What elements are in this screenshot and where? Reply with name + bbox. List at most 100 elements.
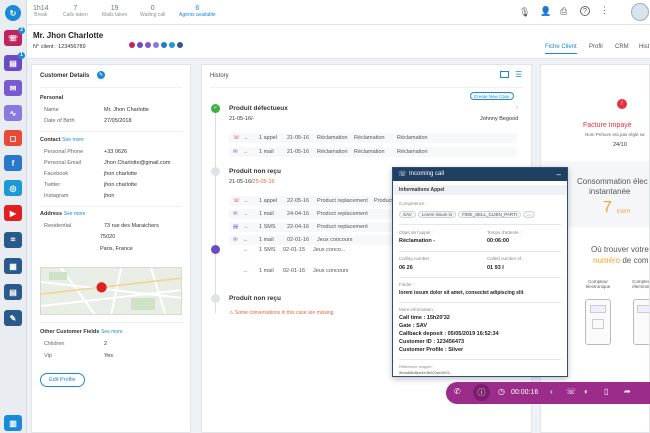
email-label: Personal Email <box>44 160 81 166</box>
info-icon[interactable]: ⓘ <box>473 384 490 401</box>
tab-fiche-client[interactable]: Fiche Client <box>545 44 577 54</box>
avatar[interactable] <box>631 3 649 21</box>
folder-icon[interactable] <box>500 71 509 78</box>
history-row[interactable]: ✉ ← 1 mail 02-01-16 Jeux concours <box>229 235 401 245</box>
mail-icon[interactable]: ✉ <box>4 80 22 96</box>
phone-call-icon: ☏ <box>233 135 240 141</box>
chip-more[interactable]: ... <box>523 211 535 218</box>
user-icon[interactable]: 👤 <box>540 6 552 16</box>
edit-pencil-icon[interactable]: ✎ <box>97 71 105 79</box>
case3-title[interactable]: Produit non reçu <box>229 295 281 302</box>
children-label: Children <box>44 341 65 347</box>
help-icon[interactable]: ? <box>580 6 590 16</box>
address-line2: 75020 <box>100 234 116 240</box>
alert-icon: ! <box>617 99 627 109</box>
calendar-icon[interactable]: ▦ <box>4 258 22 274</box>
transfer-call-icon[interactable]: ☏ <box>566 387 577 396</box>
folder-value: lorem issum dolor sit amet, consectet ad… <box>399 290 524 296</box>
globe-icon[interactable]: ◎ <box>4 180 22 196</box>
document-icon[interactable]: ▤ <box>4 284 22 300</box>
chevron-left-icon[interactable]: ‹ <box>550 387 553 396</box>
vip-value: Yes <box>104 353 113 359</box>
stats-icon[interactable]: ▥ <box>4 415 22 431</box>
twitter-value[interactable]: jhon charlotte <box>104 182 138 188</box>
sms-row-icon: ▤ <box>233 224 239 230</box>
list-view-icon[interactable]: ☰ <box>515 70 523 79</box>
case1-title[interactable]: Produit défectueux <box>229 105 288 112</box>
phone-social-icon[interactable] <box>129 42 135 48</box>
inbound-arrow-icon: → <box>243 198 249 204</box>
more-info-label: More information : <box>399 307 436 312</box>
instagram-icon[interactable]: ◻ <box>4 130 22 146</box>
mail-social-icon[interactable] <box>145 42 151 48</box>
address-see-more-link[interactable]: See more <box>63 211 86 217</box>
print-icon[interactable]: ⎙ <box>560 6 568 16</box>
more-gate: Gate : SAV <box>399 323 428 329</box>
meter2-image <box>633 299 649 345</box>
history-row[interactable]: ✉ → 1 mail 21-05-16 Réclamation Réclamation R… <box>229 147 517 157</box>
chat-social-icon[interactable] <box>137 42 143 48</box>
tab-profil[interactable]: Profil <box>589 44 603 50</box>
popup-header: ☏ Incoming call – <box>393 168 567 181</box>
facebook-value[interactable]: jhon charlotte <box>104 171 138 177</box>
instagram-value[interactable]: jhon <box>104 193 115 199</box>
customer-details-panel: Customer Details ✎ Personal Name Mr. Jhon… <box>31 64 191 433</box>
forward-icon[interactable]: ➦ <box>624 387 631 396</box>
name-label: Name <box>44 107 59 113</box>
history-row[interactable]: ☏ → 1 appel 21-05-16 Réclamation Réclamation… <box>229 133 517 143</box>
case-pending-icon <box>211 167 220 176</box>
facebook-social-icon[interactable] <box>161 42 167 48</box>
tools-icon[interactable]: ✎ <box>4 310 22 326</box>
phone-call-icon: ☏ <box>233 198 240 204</box>
personal-title: Personal <box>40 95 64 101</box>
tab-crm[interactable]: CRM <box>615 44 629 50</box>
customer-name: Mr. Jhon Charlotte <box>33 31 104 40</box>
tab-history[interactable]: Hist <box>639 44 650 50</box>
conso-value: 7 <box>603 199 612 216</box>
ou-title: Où trouver votre <box>591 245 649 254</box>
dialpad-icon[interactable]: ▯ <box>604 387 609 396</box>
timeline-line <box>215 113 216 313</box>
more-icon[interactable]: ⋮ <box>600 5 609 15</box>
history-row[interactable]: ✉ → 1 mail 24-04-16 Product replacement <box>229 209 401 219</box>
grid-icon[interactable]: ⌗ <box>4 232 22 248</box>
create-case-button[interactable]: Create New Case <box>470 92 514 100</box>
app-logo-icon[interactable]: ↻ <box>5 5 21 21</box>
call-timer: 00:00:16 <box>511 389 539 396</box>
web-social-icon[interactable] <box>153 42 159 48</box>
hold-icon[interactable]: ◐ <box>584 387 589 396</box>
attente-label: Temps d'attente : <box>487 230 522 235</box>
linkedin-social-icon[interactable] <box>177 42 183 48</box>
stat-agents: 6 Agents available <box>179 5 216 18</box>
case2-title[interactable]: Produit non reçu <box>229 168 281 175</box>
called-label: Called number id : <box>487 256 524 261</box>
history-row[interactable]: ← 1 SMS 02-01-15 Jeux conco... <box>229 245 401 255</box>
other-see-more-link[interactable]: See more <box>100 329 123 335</box>
edit-profile-button[interactable]: Edit Profile <box>40 373 85 387</box>
history-row[interactable]: ☏ → 1 appel 22-05-16 Product replacement Pro… <box>229 196 401 206</box>
email-value[interactable]: Jhon Charlotte@gmail.com <box>104 160 171 166</box>
facebook-icon[interactable]: f <box>4 155 22 171</box>
sms-timeline-icon <box>211 245 220 254</box>
case1-agent: Johnny Begood <box>480 116 519 122</box>
inbound-arrow-icon: → <box>243 224 249 230</box>
address-map[interactable]: ⬤ <box>40 267 182 315</box>
microphone-icon[interactable]: 🎙 <box>519 7 531 17</box>
contact-see-more-link[interactable]: See more <box>62 137 84 143</box>
history-row[interactable]: ▤ → 1 SMS 22-04-16 Product replacement <box>229 222 401 232</box>
phone-icon[interactable]: ☏ 2 <box>4 27 25 46</box>
history-row[interactable]: ← 1 mail 02-01-16 Jeux concours <box>229 266 401 276</box>
meter1-image <box>585 299 611 345</box>
called-value: 01 93 I <box>487 265 504 271</box>
twitter-social-icon[interactable] <box>169 42 175 48</box>
pulse-icon[interactable]: ∿ <box>4 105 22 121</box>
hangup-icon[interactable]: ✆ <box>454 387 461 396</box>
youtube-icon[interactable]: ▶ <box>4 205 22 221</box>
phone-value[interactable]: +33 0626 <box>104 149 128 155</box>
chat-icon[interactable]: ▤ 1 <box>4 52 25 71</box>
minimize-icon[interactable]: – <box>556 170 561 179</box>
outbound-arrow-icon: ← <box>243 237 249 243</box>
facebook-label: Facebook <box>44 171 69 177</box>
social-icons <box>129 42 183 48</box>
chevron-right-icon[interactable]: › <box>516 105 518 111</box>
